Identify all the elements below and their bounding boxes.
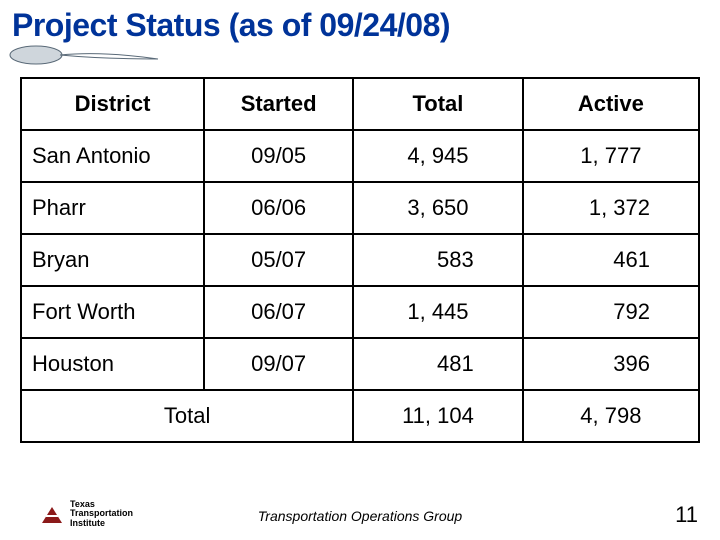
table-row: Bryan 05/07 583 461: [21, 234, 699, 286]
status-table-container: District Started Total Active San Antoni…: [12, 77, 708, 443]
col-district: District: [21, 78, 204, 130]
table-row: San Antonio 09/05 4, 945 1, 777: [21, 130, 699, 182]
cell-active: 461: [523, 234, 699, 286]
cell-started: 06/07: [204, 286, 353, 338]
col-active: Active: [523, 78, 699, 130]
cell-active: 396: [523, 338, 699, 390]
cell-active: 792: [523, 286, 699, 338]
col-started: Started: [204, 78, 353, 130]
title-decoration: [12, 47, 708, 73]
page-number: 11: [675, 502, 698, 528]
col-total: Total: [353, 78, 523, 130]
table-row: Fort Worth 06/07 1, 445 792: [21, 286, 699, 338]
cell-active: 1, 777: [523, 130, 699, 182]
cell-district: Bryan: [21, 234, 204, 286]
cell-total: 4, 945: [353, 130, 523, 182]
cell-started: 09/05: [204, 130, 353, 182]
cell-started: 05/07: [204, 234, 353, 286]
cell-started: 06/06: [204, 182, 353, 234]
cell-total: 481: [353, 338, 523, 390]
footer-text: Transportation Operations Group: [0, 508, 720, 524]
cell-active: 1, 372: [523, 182, 699, 234]
slide: Project Status (as of 09/24/08) District…: [0, 0, 720, 540]
cell-total: 3, 650: [353, 182, 523, 234]
slide-title: Project Status (as of 09/24/08): [12, 8, 708, 43]
cell-district: Houston: [21, 338, 204, 390]
cell-total: 1, 445: [353, 286, 523, 338]
cell-grand-total: 11, 104: [353, 390, 523, 442]
table-header-row: District Started Total Active: [21, 78, 699, 130]
cell-district: Fort Worth: [21, 286, 204, 338]
table-row: Houston 09/07 481 396: [21, 338, 699, 390]
cell-total: 583: [353, 234, 523, 286]
table-total-row: Total 11, 104 4, 798: [21, 390, 699, 442]
cell-district: Pharr: [21, 182, 204, 234]
cell-total-label: Total: [21, 390, 353, 442]
cell-started: 09/07: [204, 338, 353, 390]
slide-footer: Texas Transportation Institute Transport…: [0, 498, 720, 530]
status-table: District Started Total Active San Antoni…: [20, 77, 700, 443]
table-row: Pharr 06/06 3, 650 1, 372: [21, 182, 699, 234]
cell-grand-active: 4, 798: [523, 390, 699, 442]
cell-district: San Antonio: [21, 130, 204, 182]
